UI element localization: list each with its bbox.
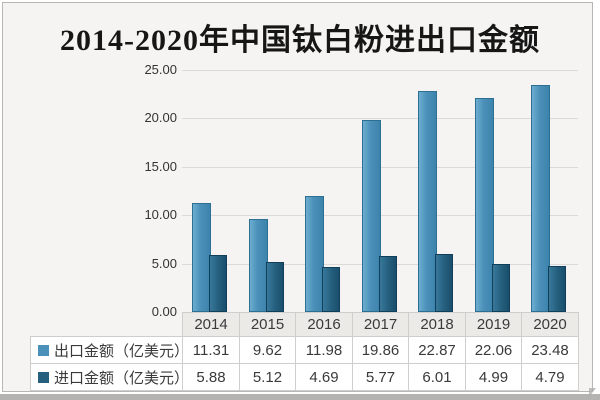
import-value-cell: 4.69	[295, 363, 353, 391]
export-value-cell: 9.62	[239, 336, 296, 364]
series-label: 出口金额（亿美元）	[54, 342, 190, 360]
import-value-cell: 6.01	[408, 363, 466, 391]
import-value-cell: 5.12	[239, 363, 296, 391]
export-value-cell: 11.98	[295, 336, 353, 364]
year-cell: 2018	[408, 312, 466, 337]
year-cell: 2016	[295, 312, 353, 337]
export-legend-swatch-icon	[38, 344, 49, 356]
y-axis-tick-label: 25.00	[144, 62, 177, 77]
year-cell: 2019	[465, 312, 522, 337]
screenshot-bottom-edge	[0, 394, 600, 400]
gridline	[182, 118, 578, 119]
import-bar	[435, 254, 453, 312]
y-axis-tick-label: 20.00	[144, 110, 177, 125]
import-value-cell: 5.77	[352, 363, 409, 391]
y-axis-tick-label: 15.00	[144, 159, 177, 174]
export-value-cell: 23.48	[521, 336, 579, 364]
export-bar	[418, 91, 437, 312]
export-bar	[305, 196, 324, 312]
year-cell: 2014	[182, 312, 240, 337]
import-bar	[379, 256, 397, 312]
import-value-cell: 4.79	[521, 363, 579, 391]
import-bar	[492, 264, 510, 312]
export-value-cell: 19.86	[352, 336, 409, 364]
export-bar	[362, 120, 381, 312]
import-value-cell: 4.99	[465, 363, 522, 391]
import-bar	[548, 266, 566, 312]
gridline	[182, 70, 578, 71]
export-bar	[531, 85, 550, 312]
export-value-cell: 11.31	[182, 336, 240, 364]
y-axis-tick-label: 10.00	[144, 207, 177, 222]
export-value-cell: 22.87	[408, 336, 466, 364]
export-value-cell: 22.06	[465, 336, 522, 364]
y-axis-tick-label: 0.00	[151, 304, 177, 319]
import-legend-swatch-icon	[38, 371, 49, 383]
chart-title: 2014-2020年中国钛白粉进出口金额	[60, 24, 540, 57]
import-bar	[209, 255, 227, 312]
year-cell: 2017	[352, 312, 409, 337]
import-series-label-cell: 进口金额（亿美元）	[30, 363, 190, 391]
year-cell: 2015	[239, 312, 296, 337]
cursor-artifact	[589, 388, 596, 397]
export-series-label-cell: 出口金额（亿美元）	[30, 336, 190, 364]
import-value-cell: 5.88	[182, 363, 240, 391]
y-axis-tick-label: 5.00	[151, 256, 177, 271]
series-label: 进口金额（亿美元）	[54, 369, 190, 387]
export-bar	[475, 98, 494, 312]
import-bar	[266, 262, 284, 312]
year-cell: 2020	[521, 312, 579, 337]
import-bar	[322, 267, 340, 312]
